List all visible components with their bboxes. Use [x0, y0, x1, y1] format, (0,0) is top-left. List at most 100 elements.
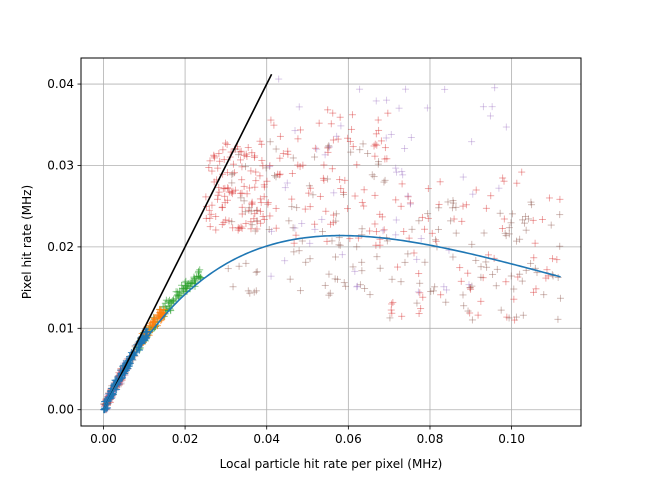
scatter-point [288, 203, 296, 211]
scatter-point [527, 259, 535, 267]
scatter-point [230, 169, 238, 177]
scatter-point [156, 309, 164, 317]
scatter-point [207, 210, 215, 218]
scatter-point [259, 162, 267, 170]
scatter-point [252, 168, 260, 176]
scatter-point [245, 206, 253, 214]
scatter-point [290, 239, 298, 247]
scatter-point [275, 171, 283, 179]
scatter-point [210, 178, 218, 186]
scatter-point [324, 144, 332, 152]
scatter-point [516, 235, 524, 243]
scatter-point [459, 173, 467, 181]
scatter-point [372, 97, 380, 105]
scatter-point [505, 224, 513, 232]
scatter-point [193, 273, 201, 281]
scatter-point [505, 230, 513, 238]
scatter-point [208, 167, 216, 175]
scatter-point [484, 251, 492, 259]
scatter-point [271, 171, 279, 179]
scatter-point [257, 219, 265, 227]
scatter-point [472, 256, 480, 264]
scatter-point [398, 180, 406, 188]
scatter-point [402, 85, 410, 93]
scatter-point [276, 154, 284, 162]
scatter-point [248, 200, 256, 208]
scatter-point [220, 156, 228, 164]
y-tick-label: 0.00 [47, 403, 74, 417]
scatter-point [488, 103, 496, 111]
scatter-point [325, 270, 333, 278]
scatter-point [547, 221, 555, 229]
scatter-point [468, 316, 476, 324]
scatter-point [358, 267, 366, 275]
scatter-point [462, 201, 470, 209]
scatter-point [178, 281, 186, 289]
scatter-point [270, 121, 278, 129]
scatter-point [489, 270, 497, 278]
scatter-point [228, 179, 236, 187]
scatter-point [505, 314, 513, 322]
scatter-point [274, 170, 282, 178]
scatter-point [480, 229, 488, 237]
scatter-point [416, 289, 424, 297]
scatter-point [353, 243, 361, 251]
scatter-point [276, 132, 284, 140]
scatter-point [419, 293, 427, 301]
scatter-point [276, 170, 284, 178]
scatter-point [272, 173, 280, 181]
scatter-point [184, 282, 192, 290]
scatter-point [205, 206, 213, 214]
scatter-point [424, 185, 432, 193]
scatter-point [497, 306, 505, 314]
scatter-point [266, 162, 274, 170]
scatter-point [225, 217, 233, 225]
scatter-point [529, 216, 537, 224]
x-tick-label: 0.06 [335, 432, 362, 446]
scatter-point [279, 150, 287, 158]
scatter-point [404, 193, 412, 201]
scatter-point [528, 201, 536, 209]
scatter-point [241, 208, 249, 216]
scatter-point [398, 312, 406, 320]
scatter-point [311, 225, 319, 233]
scatter-point [216, 157, 224, 165]
scatter-point [370, 173, 378, 181]
scatter-point [400, 227, 408, 235]
scatter-point [243, 190, 251, 198]
scatter-point [466, 284, 474, 292]
scatter-point [202, 193, 210, 201]
scatter-point [468, 240, 476, 248]
scatter-point [356, 146, 364, 154]
scatter-point [423, 104, 431, 112]
scatter-point [324, 106, 332, 114]
scatter-point [347, 148, 355, 156]
scatter-point [321, 151, 329, 159]
scatter-point [224, 265, 232, 273]
scatter-point [167, 298, 175, 306]
scatter-point [237, 156, 245, 164]
scatter-point [236, 148, 244, 156]
scatter-point [224, 185, 232, 193]
scatter-point [531, 239, 539, 247]
scatter-point [221, 184, 229, 192]
scatter-point [252, 177, 260, 185]
scatter-point [252, 268, 260, 276]
scatter-point [253, 206, 261, 214]
scatter-point [500, 215, 508, 223]
scatter-point [501, 229, 509, 237]
scatter-point [377, 137, 385, 145]
scatter-point [272, 204, 280, 212]
scatter-point [351, 192, 359, 200]
scatter-point [486, 112, 494, 120]
scatter-point [251, 152, 259, 160]
scatter-point [474, 311, 482, 319]
scatter-point [212, 212, 220, 220]
scatter-point [319, 174, 327, 182]
scatter-point [191, 278, 199, 286]
scatter-point [325, 142, 333, 150]
scatter-point [459, 202, 467, 210]
scatter-point [380, 178, 388, 186]
scatter-point [397, 202, 405, 210]
scatter-point [444, 198, 452, 206]
